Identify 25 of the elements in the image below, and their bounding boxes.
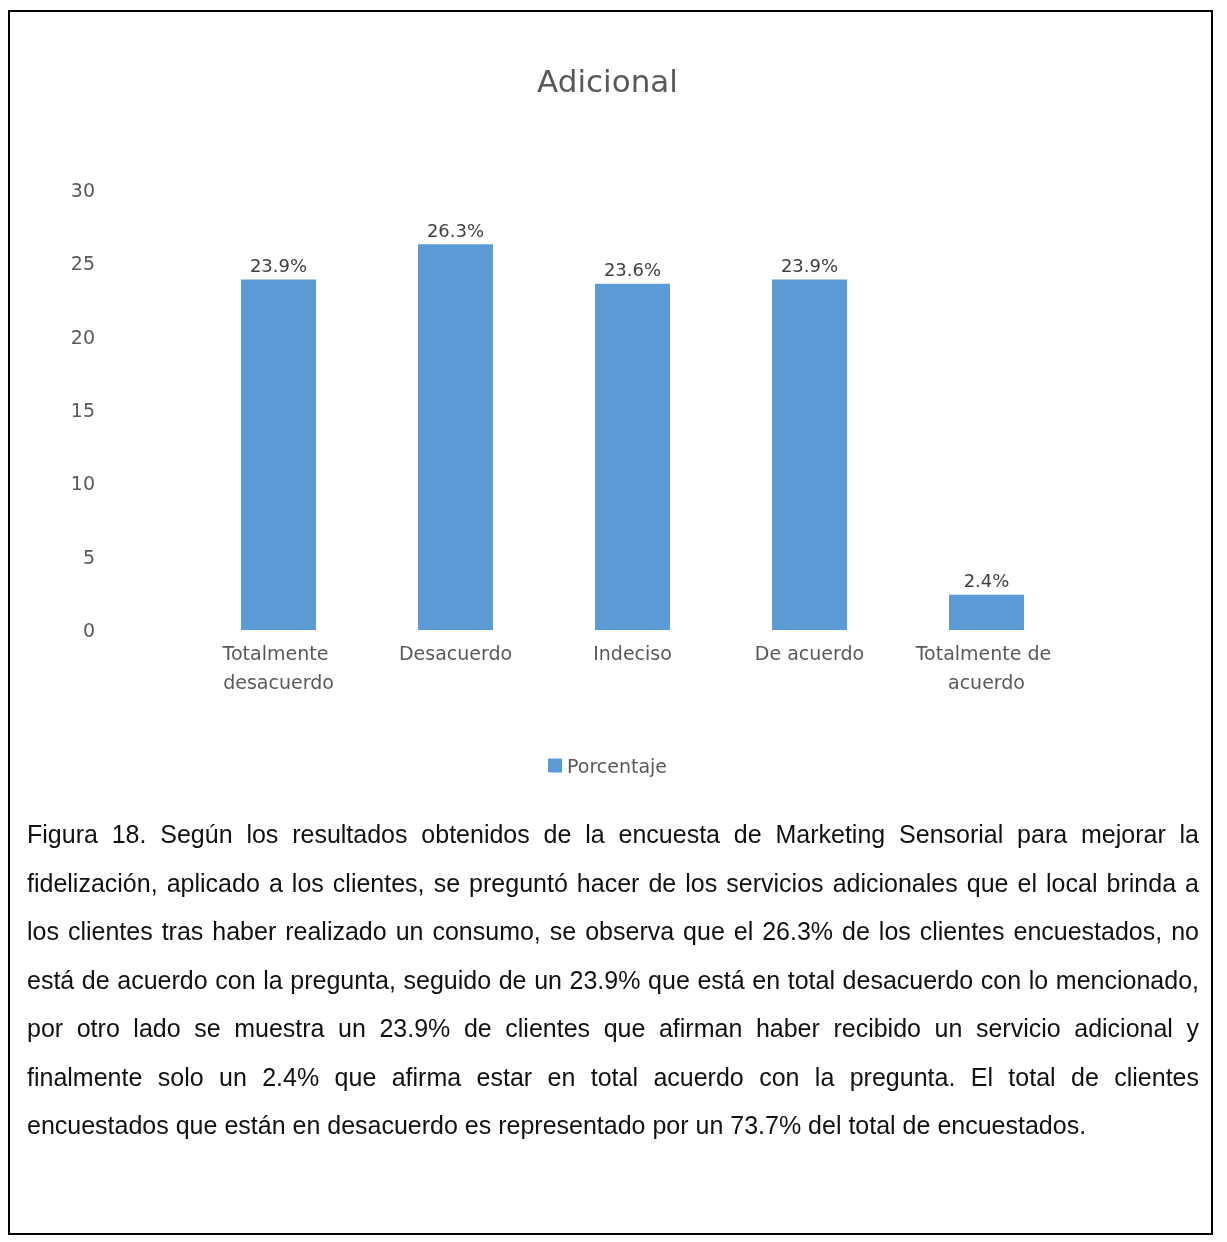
x-tick-label: Desacuerdo — [398, 641, 513, 664]
y-tick-label: 30 — [70, 179, 95, 201]
text: Figura 18. Según los resultados obtenidos de la encuesta de Marketing Sensorial para mejorar la fidelización, aplicado a los clientes, se preguntó hacer de los servicios adicionales que el local brinda a los clientes tras haber realizado un consumo, se observa que el 26.3% de los clientes encuestados, no está de acuerdo con la pregunta, seguido de un 23.9% que está en total desacuerdo con lo mencionado, por otro lado se muestra un 23.9% de clientes que afirman haber recibido un servicio adicional y finalmente solo un 2.4% que afirma estar en total acuerdo con la pregunta. El total de clientes encuestados que están en desacuerdo es representado por un 73.7% del total de encuestados. — [27, 819, 1199, 1141]
data-label: 23.6% — [603, 259, 662, 281]
bar — [949, 594, 1024, 630]
y-tick-label: 0 — [82, 619, 95, 641]
x-tick-label: Totalmente de acuerdo — [914, 641, 1058, 693]
y-tick-label: 25 — [70, 252, 95, 275]
data-label: 23.9% — [249, 254, 308, 276]
data-label: 2.4% — [963, 570, 1010, 592]
y-tick-label: 15 — [70, 399, 95, 421]
data-label: 23.9% — [780, 254, 839, 276]
bar — [595, 283, 670, 630]
bar — [241, 279, 316, 630]
y-tick-label: 10 — [70, 472, 95, 495]
y-tick-label: 5 — [82, 545, 95, 568]
x-tick-label: Indeciso — [593, 641, 672, 664]
chart-title: Adicional — [537, 62, 678, 99]
x-tick-label: De acuerdo — [754, 641, 865, 664]
x-tick-label: Totalmente desacuerdo — [221, 641, 335, 693]
data-label: 26.3% — [426, 219, 485, 241]
legend-label: Porcentaje — [566, 754, 668, 777]
bar — [772, 279, 847, 630]
bar — [418, 244, 493, 630]
y-tick-label: 20 — [70, 325, 95, 348]
